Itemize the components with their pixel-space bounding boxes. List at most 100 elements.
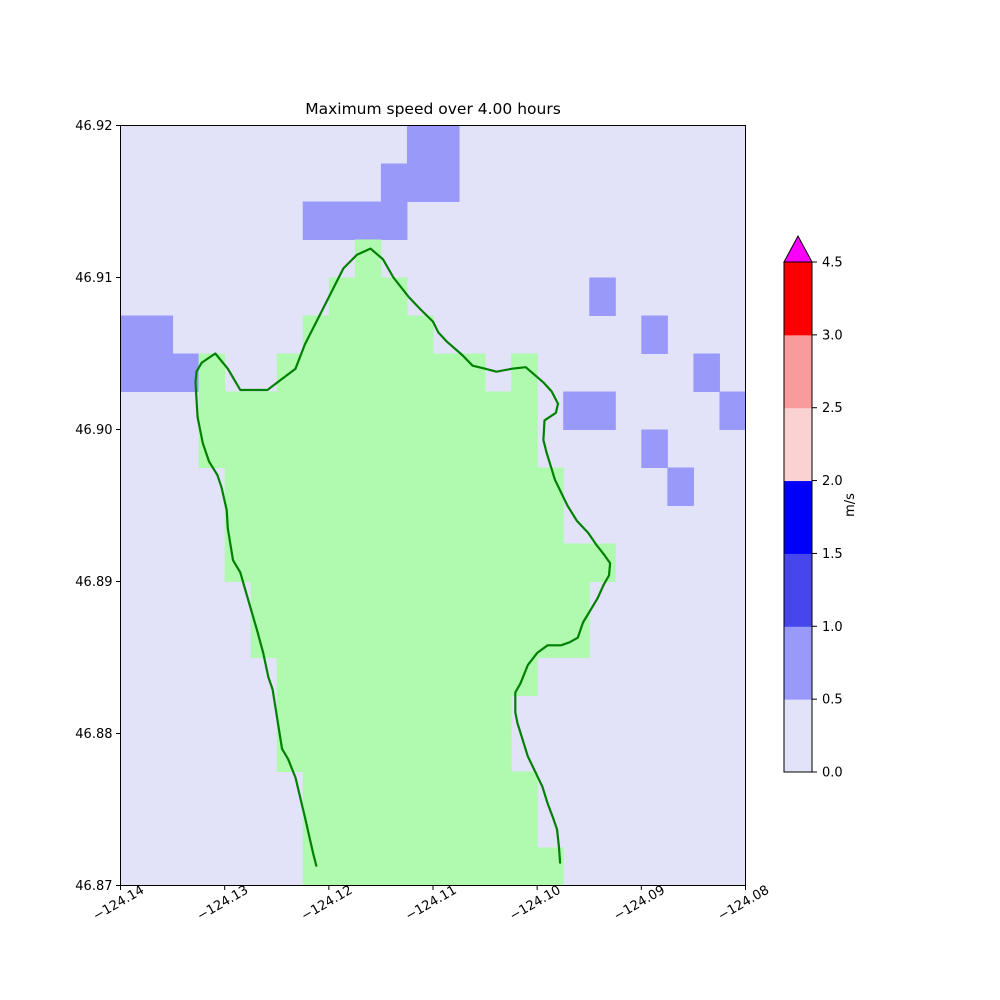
land-cell (276, 657, 304, 696)
land-cell (537, 619, 564, 658)
land-cell (406, 467, 434, 506)
land-cell (459, 581, 486, 620)
land-cell (302, 695, 330, 734)
land-cell (380, 429, 408, 468)
land-cell (537, 467, 564, 506)
wind-speed-cell (433, 125, 460, 164)
x-tick-label: −124.09 (611, 883, 667, 924)
land-cell (511, 543, 538, 582)
land-cell (406, 543, 434, 582)
land-cell (433, 581, 460, 620)
land-cell (406, 695, 434, 734)
land-cell (485, 847, 512, 886)
land-cell (537, 505, 564, 544)
colorbar-over-arrow (783, 234, 813, 263)
land-cell (511, 809, 538, 848)
land-cell (406, 315, 434, 354)
land-cell (354, 771, 382, 810)
y-tick-label: 46.90 (75, 423, 112, 438)
x-tick-label: −124.12 (299, 883, 355, 924)
land-cell (406, 619, 434, 658)
land-cell (328, 581, 356, 620)
land-cell (459, 543, 486, 582)
land-cell (459, 391, 486, 430)
land-cell (354, 657, 382, 696)
land-cell (433, 657, 460, 696)
colorbar-segment (784, 407, 812, 482)
land-cell (354, 315, 382, 354)
wind-speed-cell (380, 163, 408, 202)
land-cell (328, 353, 356, 392)
land-cell (511, 619, 538, 658)
land-cell (459, 657, 486, 696)
land-cell (276, 505, 304, 544)
land-cell (354, 543, 382, 582)
land-cell (250, 543, 278, 582)
wind-speed-cell (406, 163, 434, 202)
land-cell (485, 391, 512, 430)
colorbar: 0.0 0.5 1.0 1.5 2.0 2.5 3.0 4.5 m/s (783, 234, 858, 781)
land-cell (224, 543, 252, 582)
colorbar-segment (784, 480, 812, 554)
land-cell (328, 809, 356, 848)
wind-speed-cell (589, 391, 616, 430)
wind-speed-cell (328, 201, 356, 240)
land-cell (250, 429, 278, 468)
land-cell (328, 695, 356, 734)
land-cell (276, 543, 304, 582)
land-cell (354, 695, 382, 734)
land-cell (485, 505, 512, 544)
wind-speed-cell (641, 315, 668, 354)
land-cell (354, 809, 382, 848)
wind-speed-cell (380, 201, 408, 240)
wind-speed-cell (120, 315, 148, 354)
land-cell (380, 809, 408, 848)
land-cell (511, 429, 538, 468)
wind-speed-cell (719, 391, 746, 430)
land-cell (276, 695, 304, 734)
land-cell (328, 467, 356, 506)
land-cell (433, 467, 460, 506)
wind-speed-cell (693, 353, 720, 392)
land-cell (511, 581, 538, 620)
land-cell (433, 695, 460, 734)
land-cell (354, 391, 382, 430)
x-tick-label: −124.10 (507, 883, 563, 924)
land-cell (485, 429, 512, 468)
land-cell (276, 467, 304, 506)
land-cell (433, 771, 460, 810)
land-cell (198, 391, 226, 430)
colorbar-segment (784, 553, 812, 627)
wind-speed-cell (641, 429, 668, 468)
colorbar-segment (784, 699, 812, 773)
land-cell (485, 733, 512, 772)
land-cell (380, 771, 408, 810)
land-cell (198, 429, 226, 468)
land-cell (563, 543, 590, 582)
land-cell (328, 733, 356, 772)
land-cell (354, 353, 382, 392)
colorbar-tick-label: 4.5 (822, 256, 843, 271)
land-cell (433, 543, 460, 582)
land-cell (459, 733, 486, 772)
land-cell (485, 581, 512, 620)
colorbar-tick-label: 0.5 (822, 693, 843, 708)
land-cell (302, 619, 330, 658)
land-cell (485, 543, 512, 582)
land-cell (459, 353, 486, 392)
land-cell (406, 809, 434, 848)
land-cell (224, 429, 252, 468)
land-cell (302, 391, 330, 430)
land-cell (433, 733, 460, 772)
y-tick-label: 46.92 (75, 119, 112, 134)
land-cell (459, 771, 486, 810)
wind-speed-cell (563, 391, 590, 430)
colorbar-tick-label: 2.0 (822, 474, 843, 489)
x-tick-label: −124.13 (195, 883, 251, 924)
wind-speed-cell (667, 467, 694, 506)
land-cell (354, 847, 382, 886)
land-cell (511, 771, 538, 810)
land-cell (485, 695, 512, 734)
